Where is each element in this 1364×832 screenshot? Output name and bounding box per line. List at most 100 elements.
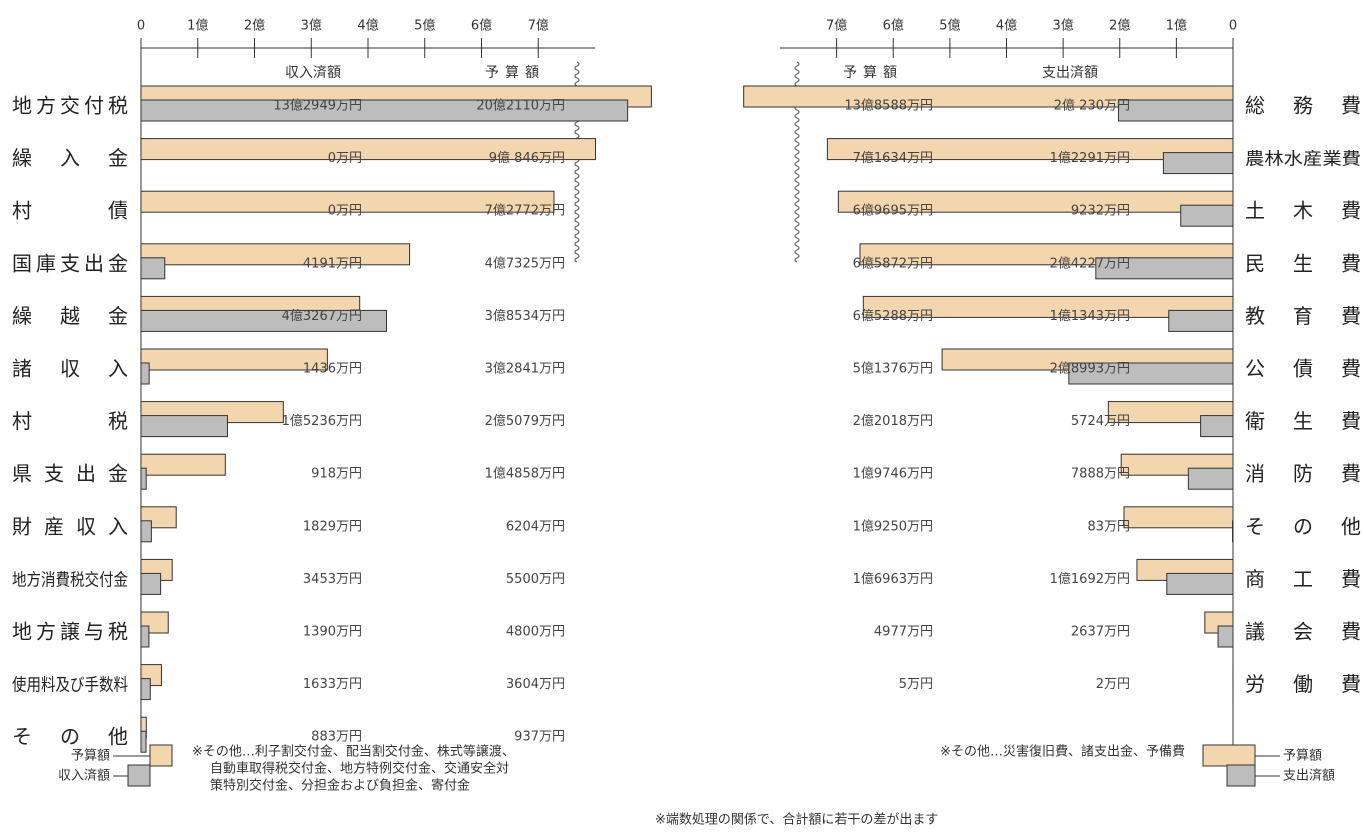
x-tick-label: 5億 [939,18,960,34]
bar [140,453,226,476]
bar [826,138,1234,161]
category-label: 地方交付税 [12,94,128,118]
value-label: 3604万円 [506,677,565,692]
bar [1200,415,1234,438]
x-tick-label: 7億 [826,18,847,34]
bar [140,520,152,543]
legend-label: 支出済額 [1283,768,1335,784]
x-tick-label: 2億 [244,18,265,34]
value-label: 2億5079万円 [485,413,565,429]
value-label: 2万円 [1096,677,1130,692]
value-label: 0万円 [328,204,362,219]
category-label: その他 [1245,514,1361,538]
value-label: 9232万円 [1071,204,1130,219]
value-label: 5億1376万円 [853,361,933,377]
value-label: 6204万円 [506,519,565,534]
bar [140,257,166,280]
value-label: 4800万円 [506,625,565,640]
value-label: 2637万円 [1071,625,1130,640]
column-header: 予算額 [485,65,545,81]
category-label: 農林水産業費 [1245,150,1361,170]
value-label: 1633万円 [303,677,362,692]
category-label: 村税 [12,409,128,433]
value-label: 937万円 [514,730,565,745]
value-label: 5500万円 [506,572,565,587]
bar [140,190,555,213]
category-label: 財産収入 [12,514,128,538]
bar [1166,572,1234,595]
value-label: 13億8588万円 [844,98,933,114]
note: 策特別交付金、分担金および負担金、寄付金 [210,778,470,794]
value-label: 1億1343万円 [1050,308,1130,324]
bar [1180,204,1234,227]
category-label: 繰越金 [12,304,128,328]
column-header: 予算額 [843,65,903,81]
footnote: ※端数処理の関係で、合計額に若干の差が出ます [655,812,938,828]
category-label: 土木費 [1245,199,1361,223]
value-label: 4191万円 [303,256,362,271]
value-label: 1億9250万円 [853,518,933,534]
bar [1068,362,1234,385]
value-label: 6億5288万円 [853,308,933,324]
legend-swatch [1226,764,1256,787]
value-label: 883万円 [311,730,362,745]
bar [140,572,162,595]
category-label: 繰入金 [12,146,128,170]
bar [140,348,328,371]
note: ※その他…利子割交付金、配当割交付金、株式等譲渡、 [192,744,515,760]
value-label: 5万円 [899,677,933,692]
bar [140,467,147,490]
value-label: 13億2949万円 [273,98,362,114]
value-label: 7億1634万円 [853,150,933,166]
value-label: 1億5236万円 [282,413,362,429]
x-tick-label: 6億 [471,18,492,34]
bar [1168,309,1234,332]
category-label: 公債費 [1245,357,1361,381]
category-label: 県支出金 [12,462,128,486]
x-tick-label: 4億 [996,18,1017,34]
value-label: 83万円 [1087,519,1130,534]
value-label: 1億1692万円 [1050,571,1130,587]
x-tick-label: 0 [137,19,145,34]
value-label: 1億9746万円 [853,466,933,482]
value-label: 2億 230万円 [1054,98,1130,114]
category-label: 総務費 [1245,94,1361,118]
category-label: 諸収入 [12,357,128,381]
value-label: 4億3267万円 [282,308,362,324]
legend-label: 予算額 [71,749,110,764]
value-label: 2億8993万円 [1050,361,1130,377]
value-label: 1億2291万円 [1050,150,1130,166]
bar [1162,152,1234,175]
bar [140,678,151,701]
category-label: 地方消費税交付金 [12,570,128,590]
category-label: 国庫支出金 [12,251,128,275]
category-label: 村債 [12,199,128,223]
value-label: 9億 846万円 [489,150,565,166]
value-label: 1436万円 [303,362,362,377]
value-label: 4977万円 [874,625,933,640]
bar [1095,257,1234,280]
bar [140,309,388,332]
x-tick-label: 6億 [883,18,904,34]
legend-swatch [1202,744,1256,767]
value-label: 2億2018万円 [853,413,933,429]
value-label: 1億6963万円 [853,571,933,587]
category-label: 使用料及び手数料 [12,675,128,696]
category-label: 議会費 [1245,620,1361,644]
x-tick-label: 5億 [414,18,435,34]
category-label: 教育費 [1245,304,1361,328]
bar [140,625,150,648]
value-label: 2億4227万円 [1050,255,1130,271]
bar [140,415,228,438]
column-header: 支出済額 [1042,65,1098,81]
value-label: 5724万円 [1071,414,1130,429]
x-tick-label: 3億 [301,18,322,34]
bar [140,730,147,753]
bar [743,85,1234,108]
column-header: 収入済額 [285,65,341,81]
bar [140,138,597,161]
bar [140,243,411,266]
x-tick-label: 3億 [1052,18,1073,34]
note: ※その他…災害復旧費、諸支出金、予備費 [940,744,1185,760]
